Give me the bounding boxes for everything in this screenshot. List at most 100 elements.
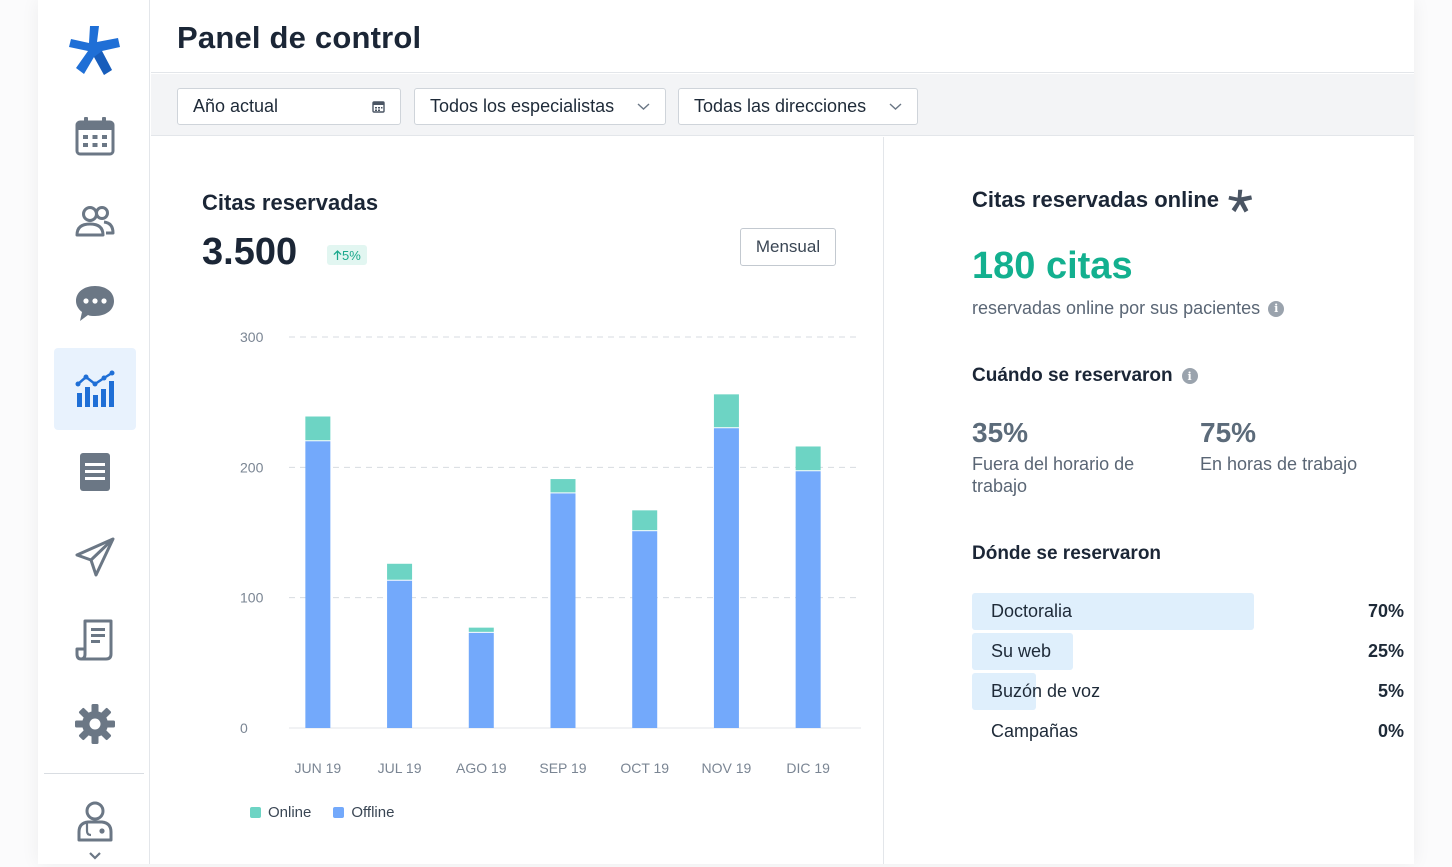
sidebar-item-messages[interactable] (54, 262, 136, 344)
x-tick-label: OCT 19 (620, 760, 669, 776)
where-pct: 70% (1367, 601, 1404, 621)
patients-icon (75, 206, 115, 237)
online-subtitle-text: reservadas online por sus pacientes (972, 298, 1261, 318)
bar-offline (387, 580, 413, 728)
when-stat-working-hours: 75% En horas de trabajo (1200, 417, 1400, 475)
arrow-up-icon (333, 249, 342, 260)
sidebar-divider (44, 773, 144, 774)
bar-online (632, 510, 658, 531)
chevron-down-icon (637, 103, 650, 110)
y-tick-label: 200 (240, 459, 264, 475)
bar-online (387, 563, 413, 580)
bar-online (550, 479, 576, 493)
where-pct: 5% (1377, 681, 1404, 701)
y-tick-label: 0 (240, 720, 248, 736)
user-menu[interactable] (74, 798, 116, 862)
x-tick-label: NOV 19 (702, 760, 752, 776)
when-title: Cuándo se reservaron i (972, 365, 1198, 387)
x-tick-label: SEP 19 (539, 760, 586, 776)
bar-offline (713, 428, 739, 728)
app-frame: Panel de control Año actual Todos los es… (38, 0, 1414, 864)
where-label: Doctoralia (991, 601, 1073, 621)
period-select[interactable]: Año actual (177, 88, 401, 125)
sidebar-item-calendar[interactable] (54, 96, 136, 178)
sidebar-item-patients[interactable] (54, 180, 136, 262)
online-count: 180 citas (972, 245, 1133, 287)
specialists-select-value: Todos los especialistas (430, 96, 615, 116)
where-label: Campañas (991, 721, 1079, 741)
where-title: Dónde se reservaron (972, 543, 1161, 565)
doctor-avatar-icon (77, 801, 113, 860)
online-title: Citas reservadas online (972, 187, 1253, 213)
y-tick-label: 300 (240, 329, 264, 345)
legend-online-swatch (250, 807, 261, 818)
chevron-down-icon (889, 103, 902, 110)
when-stat-label: Fuera del horario de trabajo (972, 454, 1135, 496)
info-icon[interactable]: i (1268, 300, 1285, 317)
where-bar (972, 593, 1255, 630)
online-title-text: Citas reservadas online (972, 187, 1220, 212)
when-stat-pct: 75% (1200, 417, 1257, 448)
period-toggle-button[interactable]: Mensual (740, 228, 836, 266)
bar-offline (305, 441, 331, 728)
sidebar-item-invoices[interactable] (54, 599, 136, 681)
bar-offline (550, 493, 576, 728)
filter-bar: Año actual Todos los especialistas Todas… (151, 74, 1414, 136)
bar-online (468, 627, 494, 632)
sidebar-item-campaigns[interactable] (54, 516, 136, 598)
legend-offline-label: Offline (351, 804, 395, 821)
chat-icon (76, 286, 114, 321)
bookings-total: 3.500 (202, 231, 298, 273)
where-title-text: Dónde se reservaron (972, 543, 1162, 564)
logo-icon[interactable] (66, 20, 122, 76)
legend-online-label: Online (268, 804, 312, 821)
x-tick-label: JUL 19 (378, 760, 422, 776)
legend-offline: Offline (333, 804, 394, 821)
bookings-card: Citas reservadas 3.500 5% Mensual 0 100 20… (151, 137, 884, 864)
where-label: Buzón de voz (991, 681, 1101, 701)
page-header: Panel de control (151, 0, 1414, 73)
where-row-campaigns: Campañas 0% (972, 713, 1404, 751)
addresses-select-value: Todas las direcciones (694, 96, 867, 116)
where-row-voicemail: Buzón de voz 5% (972, 673, 1404, 711)
bar-offline (795, 471, 821, 728)
where-row-website: Su web 25% (972, 633, 1404, 671)
where-pct: 25% (1367, 641, 1404, 661)
send-icon (75, 537, 115, 577)
when-stat-label: En horas de trabajo (1200, 454, 1358, 474)
where-bar (972, 673, 1036, 710)
gear-icon (75, 704, 115, 744)
sidebar-item-settings[interactable] (54, 683, 136, 765)
x-tick-label: AGO 19 (456, 760, 507, 776)
info-icon[interactable]: i (1181, 368, 1198, 384)
logo-icon (1228, 189, 1253, 213)
where-pct: 0% (1377, 721, 1404, 741)
specialists-select[interactable]: Todos los especialistas (414, 88, 666, 125)
bar-online (713, 394, 739, 428)
x-tick-label: JUN 19 (295, 760, 342, 776)
growth-badge: 5% (327, 245, 367, 265)
where-bar (972, 633, 1073, 670)
document-icon (80, 453, 110, 491)
when-stat-pct: 35% (972, 417, 1029, 448)
growth-value: 5% (342, 247, 361, 263)
when-title-text: Cuándo se reservaron (972, 365, 1173, 386)
bar-online (305, 416, 331, 441)
online-subtitle: reservadas online por sus pacientes i (972, 298, 1285, 319)
addresses-select[interactable]: Todas las direcciones (678, 88, 918, 125)
legend-online: Online (250, 804, 311, 821)
chart-legend: Online Offline (250, 804, 394, 821)
online-bookings-card: Citas reservadas online 180 citas reserv… (885, 137, 1414, 864)
sidebar (38, 0, 150, 864)
calendar-small-icon (372, 101, 385, 113)
bar-offline (632, 531, 658, 728)
bookings-title: Citas reservadas (202, 190, 379, 215)
where-label: Su web (991, 641, 1052, 661)
bookings-chart: 0 100 200 300 JUN 19 JUL 19 AGO 19 SEP 19 OCT 19… (240, 329, 861, 776)
bar-online (795, 446, 821, 471)
legend-offline-swatch (333, 807, 345, 818)
sidebar-item-documents[interactable] (54, 431, 136, 513)
sidebar-item-statistics[interactable] (54, 348, 136, 430)
when-stat-off-hours: 35% Fuera del horario de trabajo (972, 417, 1172, 497)
period-select-value: Año actual (193, 96, 279, 116)
